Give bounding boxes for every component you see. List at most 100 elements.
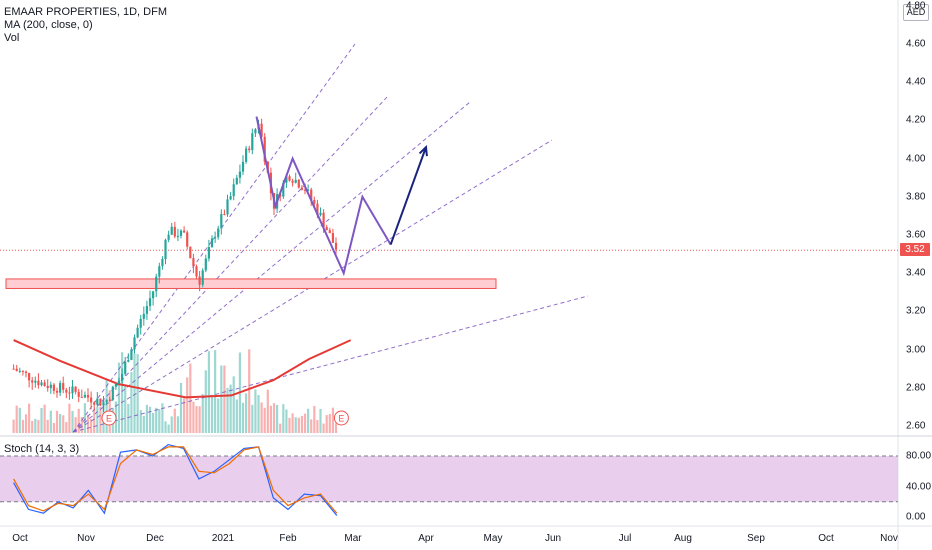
candle-body [303, 189, 307, 191]
candle-body [77, 391, 80, 397]
candle-body [291, 180, 294, 183]
volume-bar [117, 362, 121, 433]
candle-body [307, 189, 310, 191]
volume-bar [68, 403, 71, 433]
candle-body [124, 361, 127, 375]
price-tick-label: 2.80 [906, 382, 926, 394]
price-tick-label: 4.20 [906, 114, 926, 126]
candle-body [102, 402, 105, 406]
volume-bar [251, 404, 254, 433]
volume-bar [241, 402, 245, 433]
candle-body [186, 232, 189, 247]
volume-bar [257, 395, 260, 433]
volume-bar [90, 419, 93, 433]
volume-bar [310, 419, 313, 433]
volume-bar [325, 415, 328, 433]
volume-bar [232, 376, 235, 433]
volume-bar [186, 377, 189, 433]
candle-body [130, 349, 133, 360]
candle-body [260, 123, 263, 137]
volume-bar [322, 423, 325, 433]
candle-body [316, 203, 319, 215]
volume-bar [223, 365, 226, 433]
candle-body [108, 399, 111, 401]
candle-body [68, 392, 71, 394]
volume-bar [77, 408, 80, 433]
candle-body [139, 318, 142, 328]
candle-body [145, 306, 149, 314]
chart-legend: EMAAR PROPERTIES, 1D, DFM MA (200, close… [4, 6, 167, 45]
support-zone [5, 278, 497, 289]
candle-body [192, 258, 195, 267]
volume-bar [269, 405, 273, 433]
candle-body [229, 196, 232, 200]
ma-indicator-label[interactable]: MA (200, close, 0) [4, 19, 93, 31]
price-tick-label: 4.00 [906, 153, 926, 165]
stoch-indicator-label[interactable]: Stoch (14, 3, 3) [4, 443, 80, 455]
volume-bar [331, 407, 335, 433]
candle-body [15, 368, 18, 371]
candle-body [62, 383, 65, 390]
time-tick-label: Aug [674, 533, 692, 544]
candle-body [121, 374, 124, 381]
candle-body [198, 276, 201, 285]
volume-bar [294, 417, 297, 433]
volume-bar [148, 406, 152, 433]
currency-badge[interactable]: AED [903, 4, 929, 21]
volume-bar [121, 352, 124, 433]
candle-body [238, 171, 242, 178]
volume-bar [133, 353, 136, 433]
stoch-tick-label: 80.00 [906, 450, 932, 462]
candle-body [310, 189, 313, 200]
volume-bar [96, 406, 99, 433]
candle-body [34, 380, 37, 383]
candle-body [40, 382, 43, 386]
candle-body [235, 177, 238, 185]
candle-body [136, 327, 139, 338]
volume-bar [279, 423, 282, 433]
candle-body [294, 179, 297, 183]
candle-body [117, 380, 121, 384]
candle-body [74, 386, 77, 392]
candle-body [300, 187, 304, 190]
volume-indicator-label[interactable]: Vol [4, 32, 20, 44]
candle-body [223, 214, 226, 216]
time-tick-label: Jul [618, 533, 632, 544]
volume-bar [288, 417, 291, 433]
candle-body [217, 228, 220, 238]
volume-bar [21, 419, 25, 433]
volume-bar [71, 410, 74, 433]
stoch-series-d [13, 446, 338, 514]
candle-body [173, 226, 176, 237]
earnings-marker-label: E [338, 414, 344, 424]
candle-body [55, 390, 59, 393]
candle-body [204, 258, 207, 271]
candle-body [164, 239, 167, 260]
last-price-tag: 3.52 [900, 243, 930, 256]
volume-bar [74, 417, 77, 433]
volume-bar [226, 387, 229, 433]
candle-body [21, 370, 25, 372]
candle-body [158, 266, 161, 277]
symbol-title[interactable]: EMAAR PROPERTIES, 1D, DFM [4, 6, 167, 18]
price-tick-label: 4.40 [906, 76, 926, 88]
fan-line-3 [72, 101, 471, 433]
volume-bar [201, 394, 204, 433]
volume-bar [93, 409, 96, 433]
candle-body [59, 383, 62, 393]
stoch-tick-label: 0.00 [906, 511, 926, 523]
volume-bar [300, 415, 304, 433]
candle-body [176, 235, 180, 237]
volume-bar [43, 404, 46, 433]
volume-bar [248, 349, 251, 433]
candle-body [99, 398, 102, 406]
candle-body [245, 148, 248, 162]
volume-bar [303, 413, 307, 433]
volume-bar [183, 398, 186, 433]
volume-bar [99, 406, 102, 433]
price-tick-label: 3.20 [906, 305, 926, 317]
time-tick-label: Oct [12, 533, 28, 544]
candle-body [241, 161, 245, 172]
volume-bar [328, 414, 331, 433]
